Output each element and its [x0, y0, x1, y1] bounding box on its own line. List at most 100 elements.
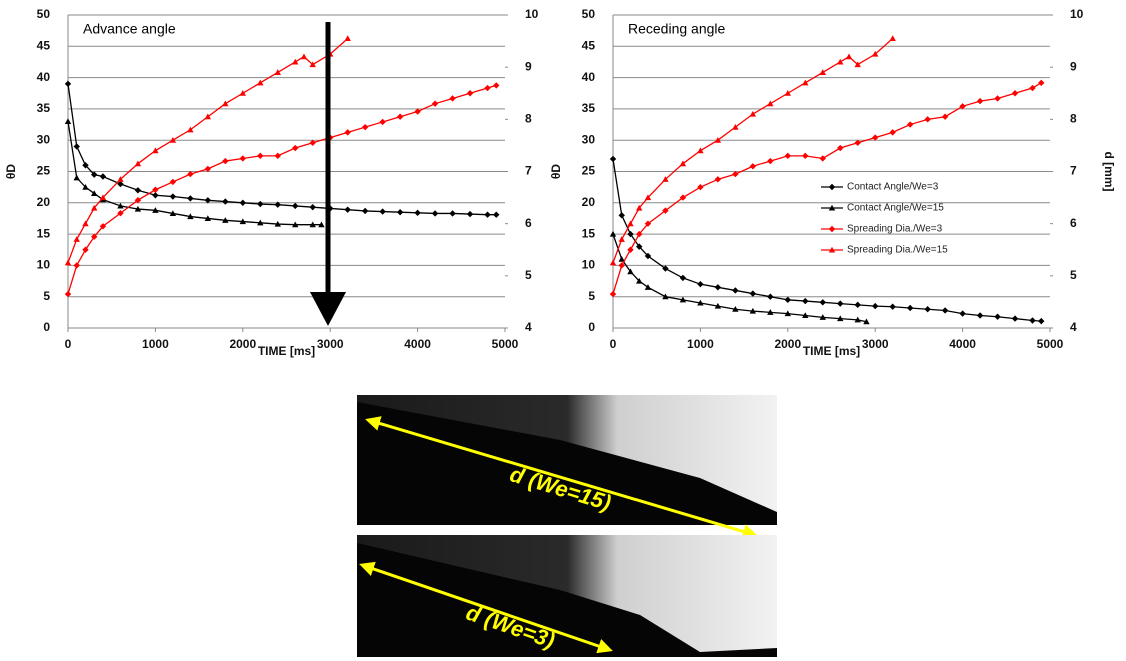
- data-point: [767, 100, 774, 107]
- y-tick-label: 5: [43, 289, 50, 303]
- data-point: [431, 100, 439, 107]
- data-point: [636, 230, 643, 238]
- data-point: [714, 137, 722, 143]
- data-point: [318, 221, 325, 228]
- data-point: [134, 187, 142, 194]
- data-point: [274, 220, 281, 227]
- data-point: [344, 206, 351, 213]
- data-point: [257, 79, 264, 86]
- data-point: [819, 314, 826, 320]
- data-point: [941, 113, 949, 120]
- data-point: [169, 210, 177, 217]
- data-point: [117, 176, 124, 182]
- data-point: [994, 95, 1001, 102]
- data-point: [959, 103, 966, 110]
- data-point: [732, 170, 739, 178]
- data-point: [636, 204, 643, 211]
- data-point: [169, 193, 177, 200]
- x-tick-label: 4000: [404, 337, 431, 351]
- y-tick-label: 5: [588, 289, 595, 303]
- x-axis-label: TIME [ms]: [258, 344, 315, 358]
- data-point: [117, 180, 124, 188]
- y-tick-label: 30: [37, 132, 51, 146]
- y-tick-label: 35: [582, 101, 596, 115]
- legend-label: Contact Angle/We=15: [847, 203, 944, 214]
- data-point: [309, 203, 316, 211]
- data-point: [1038, 79, 1045, 87]
- x-tick-label: 5000: [492, 337, 519, 351]
- data-point: [837, 58, 844, 65]
- y2-tick-label: 5: [525, 268, 532, 282]
- data-point: [837, 300, 844, 307]
- data-point: [73, 236, 80, 242]
- legend-marker: [828, 183, 836, 191]
- data-point: [257, 219, 264, 226]
- data-point: [187, 213, 194, 220]
- data-point: [784, 90, 791, 96]
- data-point: [204, 165, 212, 173]
- data-point: [484, 211, 491, 218]
- data-point: [466, 90, 474, 97]
- data-point: [466, 210, 474, 218]
- series-line: [67, 84, 497, 295]
- data-point: [644, 220, 652, 227]
- series-line: [612, 158, 1042, 322]
- series-line: [67, 83, 497, 216]
- y-tick-label: 40: [37, 70, 51, 84]
- data-point: [134, 160, 142, 167]
- photo: d (We=3): [357, 535, 777, 657]
- data-point: [73, 174, 80, 181]
- data-point: [449, 210, 456, 217]
- chart-title: Receding angle: [628, 21, 726, 37]
- data-point: [344, 35, 351, 42]
- y-tick-label: 45: [37, 38, 51, 52]
- legend-marker: [828, 246, 836, 253]
- y2-tick-label: 10: [1070, 7, 1084, 21]
- series-line: [67, 37, 349, 264]
- y2-tick-label: 7: [1070, 164, 1077, 178]
- x-tick-label: 2000: [774, 337, 801, 351]
- data-point: [91, 190, 98, 196]
- data-point: [82, 183, 89, 190]
- data-point: [239, 90, 246, 96]
- data-point: [493, 82, 500, 89]
- data-point: [784, 152, 791, 160]
- data-point: [627, 246, 634, 253]
- x-tick-label: 0: [610, 337, 617, 351]
- data-point: [64, 118, 72, 124]
- data-point: [994, 313, 1001, 320]
- data-point: [784, 310, 791, 317]
- data-point: [274, 152, 281, 160]
- data-point: [872, 134, 879, 141]
- data-point: [749, 307, 757, 314]
- data-point: [819, 69, 826, 75]
- data-point: [169, 137, 177, 143]
- data-point: [82, 162, 89, 169]
- data-point: [609, 259, 617, 266]
- y-tick-label: 35: [37, 101, 51, 115]
- legend-marker: [828, 204, 836, 211]
- series-line: [612, 233, 867, 323]
- series-line: [67, 121, 322, 226]
- data-point: [906, 304, 914, 312]
- data-point: [292, 202, 299, 210]
- data-point: [697, 299, 704, 306]
- data-point: [749, 110, 757, 117]
- data-point: [117, 202, 124, 209]
- data-point: [662, 293, 669, 300]
- data-point: [204, 197, 212, 204]
- data-point: [396, 113, 404, 120]
- y2-tick-label: 4: [1070, 320, 1077, 334]
- data-point: [117, 210, 124, 217]
- data-point: [222, 100, 229, 107]
- x-tick-label: 0: [65, 337, 72, 351]
- data-point: [802, 297, 809, 305]
- data-point: [697, 280, 704, 288]
- chart-title: Advance angle: [83, 21, 176, 37]
- arrow-head: [310, 292, 346, 326]
- data-point: [99, 194, 107, 201]
- data-point: [644, 284, 652, 290]
- data-point: [396, 208, 404, 216]
- data-point: [767, 309, 774, 315]
- data-point: [361, 123, 369, 131]
